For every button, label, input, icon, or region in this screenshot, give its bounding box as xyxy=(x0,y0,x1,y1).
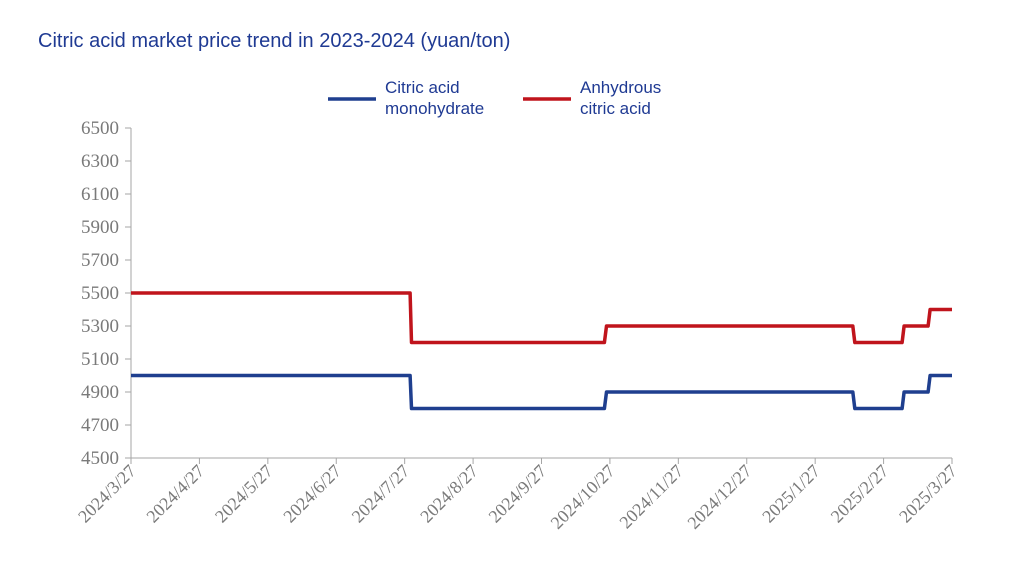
x-tick-label: 2025/3/27 xyxy=(895,461,961,527)
x-tick-label: 2024/8/27 xyxy=(416,461,482,527)
y-tick-label: 5100 xyxy=(81,349,119,370)
x-tick-label: 2024/10/27 xyxy=(547,461,619,533)
series-line-monohydrate xyxy=(131,373,952,411)
y-axis: 4500 4700 4900 5100 5300 5500 5700 5900 6100 6300… xyxy=(81,118,132,469)
x-axis: 2024/3/27 2024/4/27 2024/5/27 2024/6/27 2024… xyxy=(74,457,961,533)
x-tick-label: 2024/5/27 xyxy=(211,461,277,527)
x-tick-label: 2024/11/27 xyxy=(616,461,688,533)
y-tick-label: 5500 xyxy=(81,283,119,304)
y-tick-label: 5900 xyxy=(81,217,119,238)
y-tick-label: 4700 xyxy=(81,415,119,436)
legend-item-anhydrous: Anhydrous citric acid xyxy=(523,78,661,118)
legend-item-monohydrate: Citric acid monohydrate xyxy=(328,78,484,118)
y-tick-label: 4500 xyxy=(81,448,119,469)
y-tick-label: 6500 xyxy=(81,118,119,139)
x-tick-label: 2025/2/27 xyxy=(827,461,893,527)
y-tick-label: 6100 xyxy=(81,184,119,205)
x-tick-label: 2024/7/27 xyxy=(348,461,414,527)
legend-label: monohydrate xyxy=(385,99,484,118)
x-tick-label: 2025/1/27 xyxy=(758,461,824,527)
y-tick-label: 5700 xyxy=(81,250,119,271)
legend-label: citric acid xyxy=(580,99,651,118)
legend-label: Anhydrous xyxy=(580,78,661,97)
x-tick-label: 2024/3/27 xyxy=(74,461,140,527)
legend-label: Citric acid xyxy=(385,78,460,97)
x-tick-label: 2024/12/27 xyxy=(683,461,755,533)
legend: Citric acid monohydrate Anhydrous citric ac… xyxy=(328,78,661,118)
y-tick-label: 4900 xyxy=(81,382,119,403)
y-tick-label: 6300 xyxy=(81,151,119,172)
x-tick-label: 2024/9/27 xyxy=(485,461,551,527)
x-tick-label: 2024/6/27 xyxy=(279,461,345,527)
chart-title: Citric acid market price trend in 2023-2… xyxy=(38,30,511,52)
y-tick-label: 5300 xyxy=(81,316,119,337)
series-group xyxy=(131,291,952,411)
x-tick-label: 2024/4/27 xyxy=(142,461,208,527)
series-line-anhydrous xyxy=(131,291,952,345)
